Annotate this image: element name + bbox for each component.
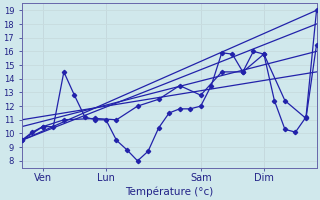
X-axis label: Température (°c): Température (°c) xyxy=(125,186,213,197)
